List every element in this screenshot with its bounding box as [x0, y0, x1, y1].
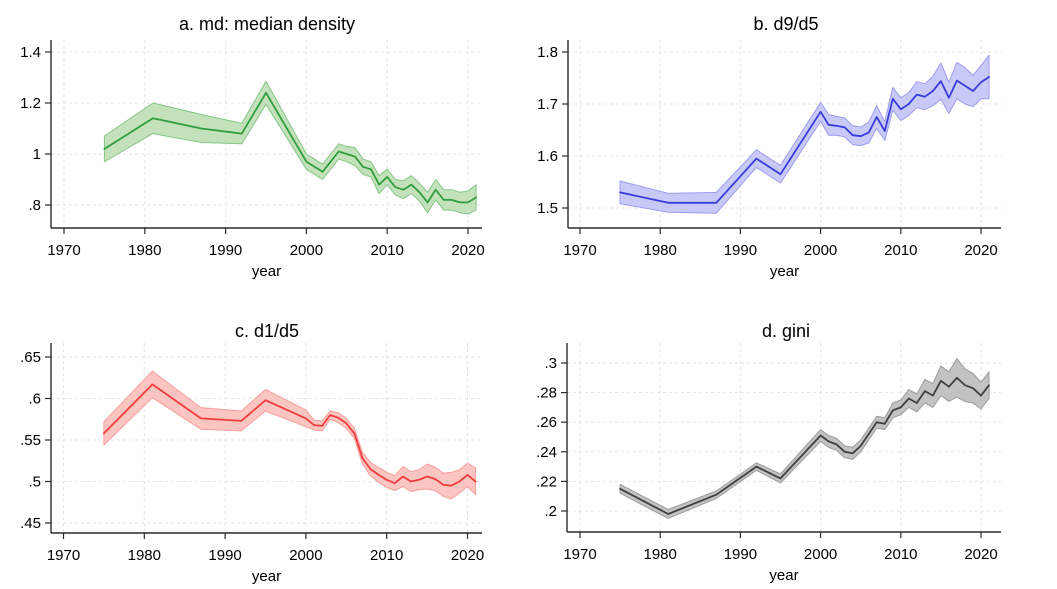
x-tick-label: 1970: [47, 547, 80, 564]
x-tick-label: 1980: [644, 242, 677, 259]
panel-title: c. d1/d5: [235, 321, 299, 341]
x-tick-label: 1980: [644, 546, 677, 563]
x-tick-label: 1980: [128, 547, 161, 564]
y-tick-label: .5: [28, 474, 41, 491]
y-tick-label: .26: [536, 414, 557, 431]
y-tick-label: .65: [20, 349, 41, 366]
x-tick-label: 1990: [209, 242, 242, 259]
y-tick-label: 1: [33, 146, 41, 163]
panel-title: d. gini: [762, 321, 810, 341]
panel-title: b. d9/d5: [753, 14, 818, 34]
x-tick-label: 1980: [128, 242, 161, 259]
y-tick-label: .55: [20, 432, 41, 449]
y-tick-label: 1.2: [20, 95, 41, 112]
x-tick-label: 1970: [563, 546, 596, 563]
chart-gini: .2 .22 .24 .26 .28 .3 1970 1980 1990 2000 2010 2020…: [536, 321, 1001, 584]
x-axis-label: year: [769, 567, 798, 584]
x-tick-label: 1970: [47, 242, 80, 259]
x-tick-label: 2000: [290, 242, 323, 259]
y-tick-label: .45: [20, 515, 41, 532]
y-tick-label: .24: [536, 444, 557, 461]
x-tick-label: 1990: [724, 546, 757, 563]
x-tick-label: 2020: [964, 546, 997, 563]
x-tick-label: 2010: [884, 242, 917, 259]
y-tick-label: .2: [544, 503, 557, 520]
x-tick-label: 2000: [289, 547, 322, 564]
x-axis-label: year: [770, 263, 799, 280]
x-tick-label: 2010: [371, 242, 404, 259]
x-axis-label: year: [252, 568, 281, 585]
x-tick-label: 2000: [804, 242, 837, 259]
chart-d9-d5: 1.5 1.6 1.7 1.8 1970 1980 1990 2000 2010 2020 year…: [537, 14, 1001, 280]
panel-d1-d5: .45 .5 .55 .6 .65 1970 1980 1990 2000 2010 2020 yea…: [0, 295, 528, 589]
x-tick-label: 2010: [370, 547, 403, 564]
y-tick-label: .28: [536, 385, 557, 402]
x-tick-label: 2010: [884, 546, 917, 563]
panel-gini: .2 .22 .24 .26 .28 .3 1970 1980 1990 2000 2010 2020…: [528, 295, 1057, 589]
x-tick-label: 2020: [451, 242, 484, 259]
y-tick-label: 1.8: [537, 44, 558, 61]
trend-line: [619, 76, 990, 204]
y-tick-label: .22: [536, 473, 557, 490]
x-tick-label: 1990: [724, 242, 757, 259]
y-tick-label: .6: [28, 391, 41, 408]
x-tick-label: 1990: [208, 547, 241, 564]
x-axis-label: year: [252, 263, 281, 280]
trend-line: [103, 91, 478, 204]
panel-title: a. md: median density: [179, 14, 355, 34]
y-tick-label: .3: [544, 355, 557, 372]
panel-md-median-density: .8 1 1.2 1.4 1970 1980 1990 2000 2010 2020 year a. …: [0, 0, 528, 295]
trend-line: [103, 383, 477, 487]
chart-md-median-density: .8 1 1.2 1.4 1970 1980 1990 2000 2010 2020 year a. …: [20, 14, 485, 280]
y-tick-label: 1.5: [537, 200, 558, 217]
confidence-band: [103, 370, 477, 500]
confidence-band: [619, 358, 990, 519]
trend-line: [619, 376, 990, 515]
chart-d1-d5: .45 .5 .55 .6 .65 1970 1980 1990 2000 2010 2020 yea…: [20, 321, 484, 585]
panel-d9-d5: 1.5 1.6 1.7 1.8 1970 1980 1990 2000 2010 2020 year…: [528, 0, 1057, 295]
y-tick-label: .8: [28, 197, 41, 214]
y-tick-label: 1.7: [537, 96, 558, 113]
x-tick-label: 1970: [563, 242, 596, 259]
x-tick-label: 2020: [451, 547, 484, 564]
x-tick-label: 2020: [964, 242, 997, 259]
confidence-band: [619, 54, 990, 214]
x-tick-label: 2000: [804, 546, 837, 563]
y-tick-label: 1.6: [537, 148, 558, 165]
y-tick-label: 1.4: [20, 44, 41, 61]
